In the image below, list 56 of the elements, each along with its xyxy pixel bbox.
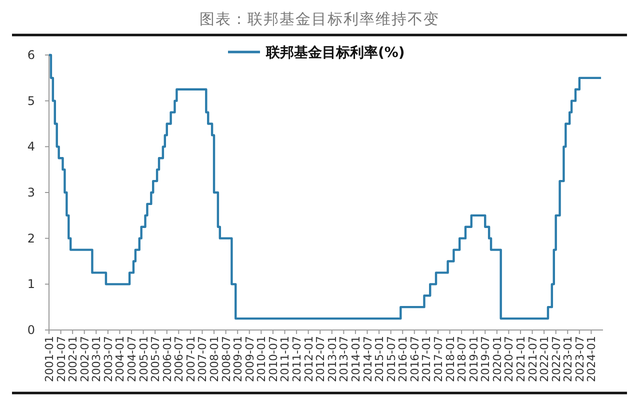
y-tick-label: 5	[27, 94, 35, 108]
x-tick-label: 2006-07	[172, 336, 186, 382]
x-tick-label: 2021-01	[514, 336, 528, 382]
x-tick-label: 2018-07	[456, 336, 469, 382]
x-tick-label: 2019-01	[467, 336, 480, 382]
x-tick-label: 2007-07	[196, 336, 210, 382]
x-tick-label: 2005-01	[137, 336, 150, 382]
legend-label: 联邦基金目标利率(%)	[265, 44, 405, 61]
x-tick-label: 2003-01	[90, 336, 104, 382]
chart-title: 图表：联邦基金目标利率维持不变	[200, 10, 440, 28]
x-tick-label: 2015-01	[373, 336, 386, 382]
x-tick-label: 2017-07	[432, 336, 445, 382]
x-tick-label: 2010-07	[266, 336, 280, 382]
x-tick-label: 2016-01	[396, 336, 410, 382]
y-tick-label: 2	[27, 231, 35, 246]
x-tick-label: 2001-07	[54, 336, 68, 382]
x-tick-label: 2009-07	[243, 336, 256, 382]
x-tick-label: 2009-01	[232, 336, 245, 382]
y-tick-label: 6	[27, 48, 35, 62]
x-tick-label: 2024-01	[585, 336, 598, 382]
x-tick-label: 2002-01	[66, 336, 80, 382]
x-tick-label: 2012-07	[314, 336, 328, 382]
x-tick-label: 2014-07	[361, 336, 374, 382]
x-tick-label: 2015-07	[384, 336, 398, 382]
x-tick-label: 2013-01	[326, 336, 339, 382]
x-tick-label: 2012-01	[302, 336, 316, 382]
x-tick-label: 2004-07	[126, 336, 139, 382]
x-tick-label: 2008-07	[220, 336, 233, 382]
x-tick-label: 2018-01	[444, 336, 457, 382]
x-tick-label: 2022-01	[538, 336, 552, 382]
x-tick-label: 2022-07	[550, 336, 563, 382]
x-tick-label: 2021-07	[526, 336, 540, 382]
x-tick-label: 2023-01	[562, 336, 575, 382]
x-tick-label: 2019-07	[479, 336, 492, 382]
y-tick-label: 3	[27, 186, 35, 200]
x-tick-label: 2002-07	[78, 336, 92, 382]
x-tick-label: 2020-01	[490, 336, 504, 382]
x-tick-label: 2014-01	[349, 336, 362, 382]
x-tick-label: 2020-07	[502, 336, 516, 382]
y-tick-label: 4	[27, 140, 35, 154]
x-tick-label: 2003-07	[102, 336, 115, 382]
x-tick-label: 2006-01	[160, 336, 174, 382]
x-tick-label: 2001-01	[43, 336, 56, 382]
y-tick-label: 0	[27, 323, 35, 337]
x-tick-label: 2011-01	[278, 336, 292, 382]
y-tick-label: 1	[27, 277, 35, 292]
x-tick-label: 2010-01	[255, 336, 268, 382]
x-tick-label: 2007-01	[184, 336, 198, 382]
x-tick-label: 2004-01	[114, 336, 127, 382]
x-tick-label: 2011-07	[290, 336, 304, 382]
x-tick-label: 2023-07	[573, 336, 586, 382]
x-tick-label: 2005-07	[149, 336, 162, 382]
x-tick-label: 2008-01	[208, 336, 222, 382]
x-tick-label: 2017-01	[420, 336, 434, 382]
x-tick-label: 2016-07	[408, 336, 422, 382]
x-tick-label: 2013-07	[338, 336, 351, 382]
